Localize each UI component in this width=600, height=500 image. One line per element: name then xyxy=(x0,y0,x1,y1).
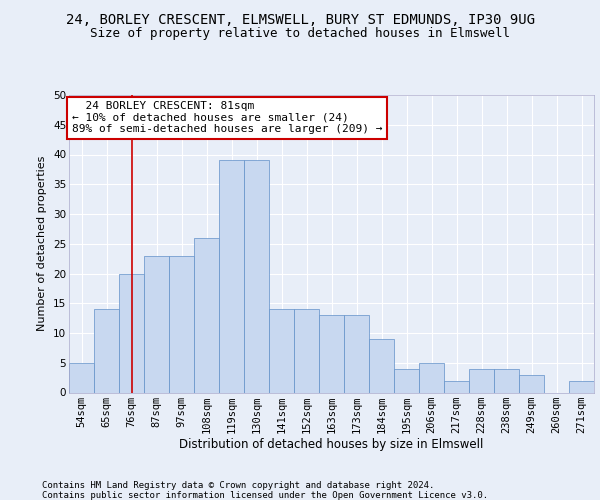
Text: Contains HM Land Registry data © Crown copyright and database right 2024.: Contains HM Land Registry data © Crown c… xyxy=(42,481,434,490)
Bar xyxy=(319,315,344,392)
Bar xyxy=(244,160,269,392)
X-axis label: Distribution of detached houses by size in Elmswell: Distribution of detached houses by size … xyxy=(179,438,484,452)
Bar xyxy=(519,374,544,392)
Text: Contains public sector information licensed under the Open Government Licence v3: Contains public sector information licen… xyxy=(42,491,488,500)
Bar xyxy=(194,238,219,392)
Bar xyxy=(69,363,94,392)
Bar xyxy=(269,309,294,392)
Bar xyxy=(144,256,169,392)
Bar xyxy=(419,363,444,392)
Bar xyxy=(469,368,494,392)
Text: 24 BORLEY CRESCENT: 81sqm  
← 10% of detached houses are smaller (24)
89% of sem: 24 BORLEY CRESCENT: 81sqm ← 10% of detac… xyxy=(71,101,382,134)
Bar xyxy=(219,160,244,392)
Y-axis label: Number of detached properties: Number of detached properties xyxy=(37,156,47,332)
Bar xyxy=(444,380,469,392)
Text: Size of property relative to detached houses in Elmswell: Size of property relative to detached ho… xyxy=(90,28,510,40)
Bar xyxy=(294,309,319,392)
Bar xyxy=(344,315,369,392)
Bar xyxy=(369,339,394,392)
Bar xyxy=(569,380,594,392)
Text: 24, BORLEY CRESCENT, ELMSWELL, BURY ST EDMUNDS, IP30 9UG: 24, BORLEY CRESCENT, ELMSWELL, BURY ST E… xyxy=(65,12,535,26)
Bar xyxy=(169,256,194,392)
Bar xyxy=(494,368,519,392)
Bar xyxy=(394,368,419,392)
Bar xyxy=(119,274,144,392)
Bar xyxy=(94,309,119,392)
